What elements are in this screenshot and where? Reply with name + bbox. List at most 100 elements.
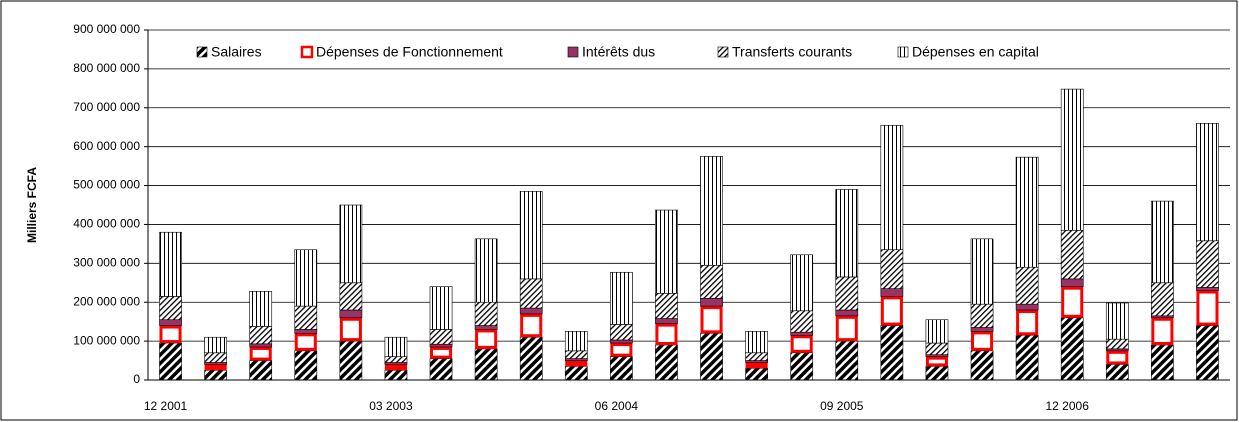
y-tick-label: 300 000 000 [73, 256, 140, 270]
bar-segment [384, 356, 408, 363]
bar-segment [655, 344, 678, 381]
bar-segment [565, 360, 588, 367]
bar-segment [204, 336, 227, 354]
bar-segment [835, 189, 859, 278]
bar-segment [1060, 88, 1084, 231]
bar-segment [159, 319, 182, 326]
y-tick-label: 500 000 000 [73, 178, 140, 192]
bar-segment [1060, 317, 1084, 381]
bar-segment [700, 298, 723, 307]
bar-segment [429, 329, 453, 345]
x-tick-label: 12 2001 [144, 399, 188, 413]
bar-segment [1061, 286, 1084, 318]
bar-segment [610, 271, 633, 325]
bar-segment [520, 313, 543, 338]
bar-segment [700, 306, 723, 334]
bar-segment [564, 366, 588, 381]
bar-segment [519, 336, 543, 381]
bar-segment [655, 209, 678, 294]
bar-segment [429, 343, 453, 348]
bar-segment [474, 238, 498, 303]
bar-segment [925, 366, 949, 381]
bar-segment [1196, 240, 1219, 288]
x-tick-label: 12 2006 [1046, 399, 1090, 413]
y-tick-label: 0 [133, 372, 140, 386]
bar-segment [474, 301, 498, 326]
bar-segment [970, 327, 994, 332]
bar-segment [700, 333, 723, 381]
bar-segment [294, 329, 318, 334]
bar-segment [519, 191, 543, 280]
bar-segment [880, 325, 904, 381]
x-tick-label: 03 2003 [369, 399, 413, 413]
legend-swatch [897, 46, 909, 58]
legend-label: Intérêts dus [582, 44, 655, 60]
bar-segment [790, 254, 814, 312]
bar-segment [339, 317, 362, 342]
legend-label: Dépenses en capital [912, 44, 1039, 60]
bar-segment [700, 156, 723, 266]
bar-segment [880, 296, 903, 326]
bar-segment [249, 360, 273, 381]
bar-segment [610, 324, 633, 341]
bar-segment [1105, 338, 1129, 350]
bar-segment [745, 352, 768, 361]
bar-segment [159, 296, 182, 321]
bar-segment [610, 339, 633, 344]
bar-segment [339, 309, 363, 319]
bar-segment [204, 369, 227, 381]
bar-segment [204, 364, 227, 371]
bar-segment [655, 292, 678, 319]
bar-segment [970, 331, 994, 351]
bar-segment [294, 305, 318, 330]
bar-segment [384, 369, 408, 381]
bar-segment [294, 249, 318, 307]
bar-segment [1151, 344, 1174, 381]
bar-segment [1105, 364, 1129, 381]
bar-segment [249, 326, 273, 345]
bar-segment [204, 352, 227, 363]
bar-segment [1016, 310, 1039, 336]
bar-segment [835, 276, 859, 311]
bar-segment [790, 310, 814, 333]
bar-segment [970, 303, 994, 328]
legend-swatch [196, 46, 208, 58]
bar-segment [835, 340, 859, 381]
bar-segment [925, 356, 949, 367]
bar-segment [790, 331, 814, 336]
bar-segment [880, 288, 904, 297]
bar-segment [429, 286, 453, 330]
bar-segment [384, 336, 408, 357]
bar-segment [610, 356, 633, 381]
bar-segment [835, 309, 859, 317]
bar-segment [1106, 350, 1129, 365]
bar-segment [339, 340, 363, 381]
bar-segment [1060, 278, 1084, 287]
y-tick-label: 200 000 000 [73, 294, 140, 308]
bar-segment [474, 325, 498, 330]
legend-swatch [717, 46, 729, 58]
bar-segment [564, 331, 588, 352]
bar-segment [159, 325, 182, 344]
bar-segment [429, 346, 453, 359]
bar-segment [429, 358, 453, 381]
bar-segment [294, 350, 318, 381]
bar-segment [1151, 200, 1174, 284]
bar-segment [970, 350, 994, 381]
bar-segment [790, 352, 814, 381]
bar-segment [1060, 229, 1084, 280]
bar-segment [610, 343, 633, 357]
bar-segment [880, 124, 904, 251]
legend-swatch [567, 46, 579, 58]
bar-segment [700, 264, 723, 299]
bar-segment [1015, 303, 1039, 311]
bar-segment [475, 329, 498, 349]
bar-segment [655, 323, 678, 346]
x-tick-label: 09 2005 [820, 399, 864, 413]
bar-segment [970, 238, 994, 305]
bar-segment [925, 319, 949, 344]
bar-segment [1196, 290, 1219, 326]
bar-segment [925, 342, 949, 356]
bar-segment [519, 307, 543, 315]
bar-segment [1015, 156, 1039, 268]
